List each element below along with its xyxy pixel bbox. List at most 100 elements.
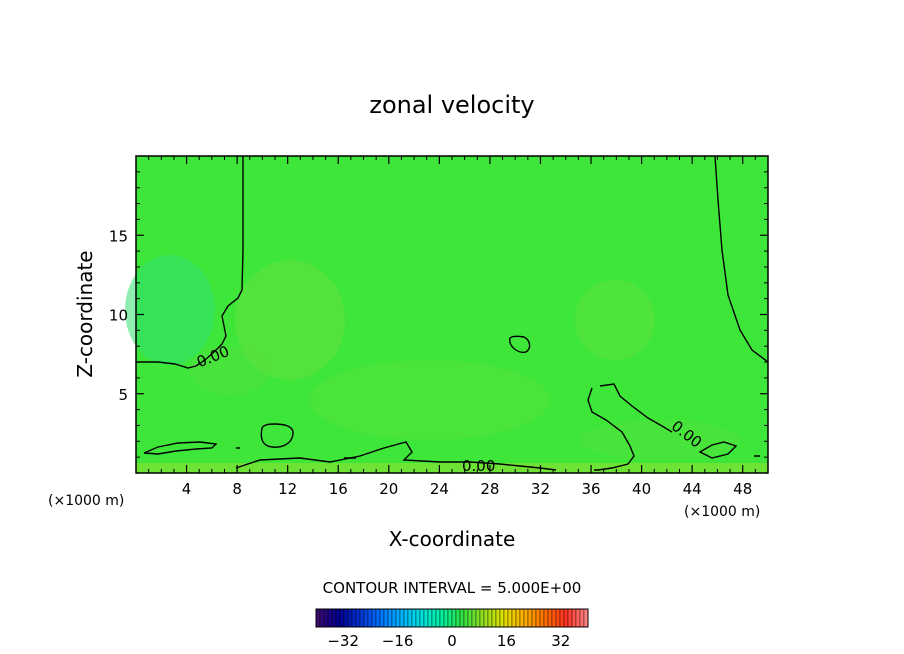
colorbar-cell	[547, 608, 553, 628]
x-tick-label: 40	[632, 480, 651, 498]
colorbar-cell	[455, 608, 461, 628]
colorbar-cell	[475, 608, 481, 628]
colorbar-cell	[531, 608, 537, 628]
contour-right-tall	[714, 155, 769, 363]
colorbar-cell	[451, 608, 457, 628]
colorbar-cell	[495, 608, 501, 628]
colorbar-cell	[431, 608, 437, 628]
colorbar-cell	[375, 608, 381, 628]
x-tick-label: 32	[531, 480, 550, 498]
contour-low-left	[143, 441, 218, 455]
colorbar-cell	[567, 608, 573, 628]
colorbar-cell	[367, 608, 373, 628]
colorbar-cell	[515, 608, 521, 628]
colorbar-cell	[447, 608, 453, 628]
colorbar-cell	[443, 608, 449, 628]
colorbar-tick-label: 0	[447, 632, 457, 650]
colorbar-cell	[371, 608, 377, 628]
plot-area: 0.00 0.00 0.00	[125, 155, 769, 475]
contour-label: 0.00	[462, 457, 495, 475]
colorbar-cell	[387, 608, 393, 628]
colorbar-cell	[399, 608, 405, 628]
zero-contours	[136, 155, 769, 471]
colorbar-cell	[323, 608, 329, 628]
contour-left-tall	[136, 156, 244, 369]
colorbar-cell	[559, 608, 565, 628]
y-axis-ticks: 5 10 15	[109, 171, 768, 458]
colorbar-cell	[467, 608, 473, 628]
colorbar-cell	[575, 608, 581, 628]
contour-blob-mid	[509, 335, 531, 353]
x-tick-label: 20	[379, 480, 398, 498]
colorbar	[315, 608, 589, 628]
colorbar-cell	[355, 608, 361, 628]
colorbar-cell	[439, 608, 445, 628]
colorbar-cell	[511, 608, 517, 628]
colorbar-cell	[347, 608, 353, 628]
colorbar-cell	[315, 608, 321, 628]
colorbar-cell	[527, 608, 533, 628]
x-tick-label: 28	[480, 480, 499, 498]
colorbar-cell	[407, 608, 413, 628]
contour-right-arm-2	[599, 383, 673, 433]
contour-bottom-right	[698, 441, 738, 459]
colorbar-cell	[499, 608, 505, 628]
colorbar-cell	[459, 608, 465, 628]
colorbar-cell	[383, 608, 389, 628]
x-tick-label: 48	[733, 480, 752, 498]
colorbar-cell	[391, 608, 397, 628]
colorbar-cell	[555, 608, 561, 628]
colorbar-cell	[351, 608, 357, 628]
x-tick-label: 36	[581, 480, 600, 498]
contour-dots	[236, 447, 760, 459]
x-tick-label: 44	[683, 480, 702, 498]
colorbar-cell	[411, 608, 417, 628]
x-tick-label: 4	[182, 480, 192, 498]
colorbar-cell	[331, 608, 337, 628]
colorbar-cell	[423, 608, 429, 628]
colorbar-cell	[435, 608, 441, 628]
colorbar-cell	[327, 608, 333, 628]
colorbar-cell	[319, 608, 325, 628]
colorbar-cell	[335, 608, 341, 628]
colorbar-cell	[379, 608, 385, 628]
colorbar-cell	[503, 608, 509, 628]
colorbar-cell	[471, 608, 477, 628]
contour-blob-left	[260, 423, 294, 448]
z-unit-label: (×1000 m)	[684, 504, 760, 520]
colorbar-tick-label: −16	[382, 632, 414, 650]
colorbar-cell	[563, 608, 569, 628]
colorbar-cell	[415, 608, 421, 628]
colorbar-cell	[343, 608, 349, 628]
colorbar-cell	[543, 608, 549, 628]
colorbar-cell	[463, 608, 469, 628]
velocity-field	[136, 156, 768, 473]
colorbar-cell	[491, 608, 497, 628]
y-tick-label: 15	[109, 227, 128, 245]
field-shading	[125, 255, 768, 473]
colorbar-cell	[427, 608, 433, 628]
contour-bottom	[235, 441, 557, 471]
colorbar-cell	[583, 608, 589, 628]
chart-title: zonal velocity	[369, 91, 534, 119]
colorbar-cell	[359, 608, 365, 628]
y-tick-label: 5	[118, 386, 128, 404]
contour-right-arm	[587, 387, 635, 471]
colorbar-tick-label: −32	[327, 632, 359, 650]
x-tick-label: 8	[232, 480, 242, 498]
x-tick-label: 12	[278, 480, 297, 498]
colorbar-cell	[571, 608, 577, 628]
y-tick-label: 10	[109, 307, 128, 325]
colorbar-cell	[395, 608, 401, 628]
colorbar-cell	[363, 608, 369, 628]
colorbar-cell	[339, 608, 345, 628]
colorbar-cell	[535, 608, 541, 628]
x-axis-ticks: 4 8 12 16 20 24 28 32 36 40 44 48	[148, 156, 756, 498]
colorbar-cell	[403, 608, 409, 628]
x-axis-label: X-coordinate	[389, 527, 516, 551]
colorbar-cell	[551, 608, 557, 628]
x-tick-label: 24	[430, 480, 449, 498]
colorbar-cell	[483, 608, 489, 628]
colorbar-cell	[419, 608, 425, 628]
